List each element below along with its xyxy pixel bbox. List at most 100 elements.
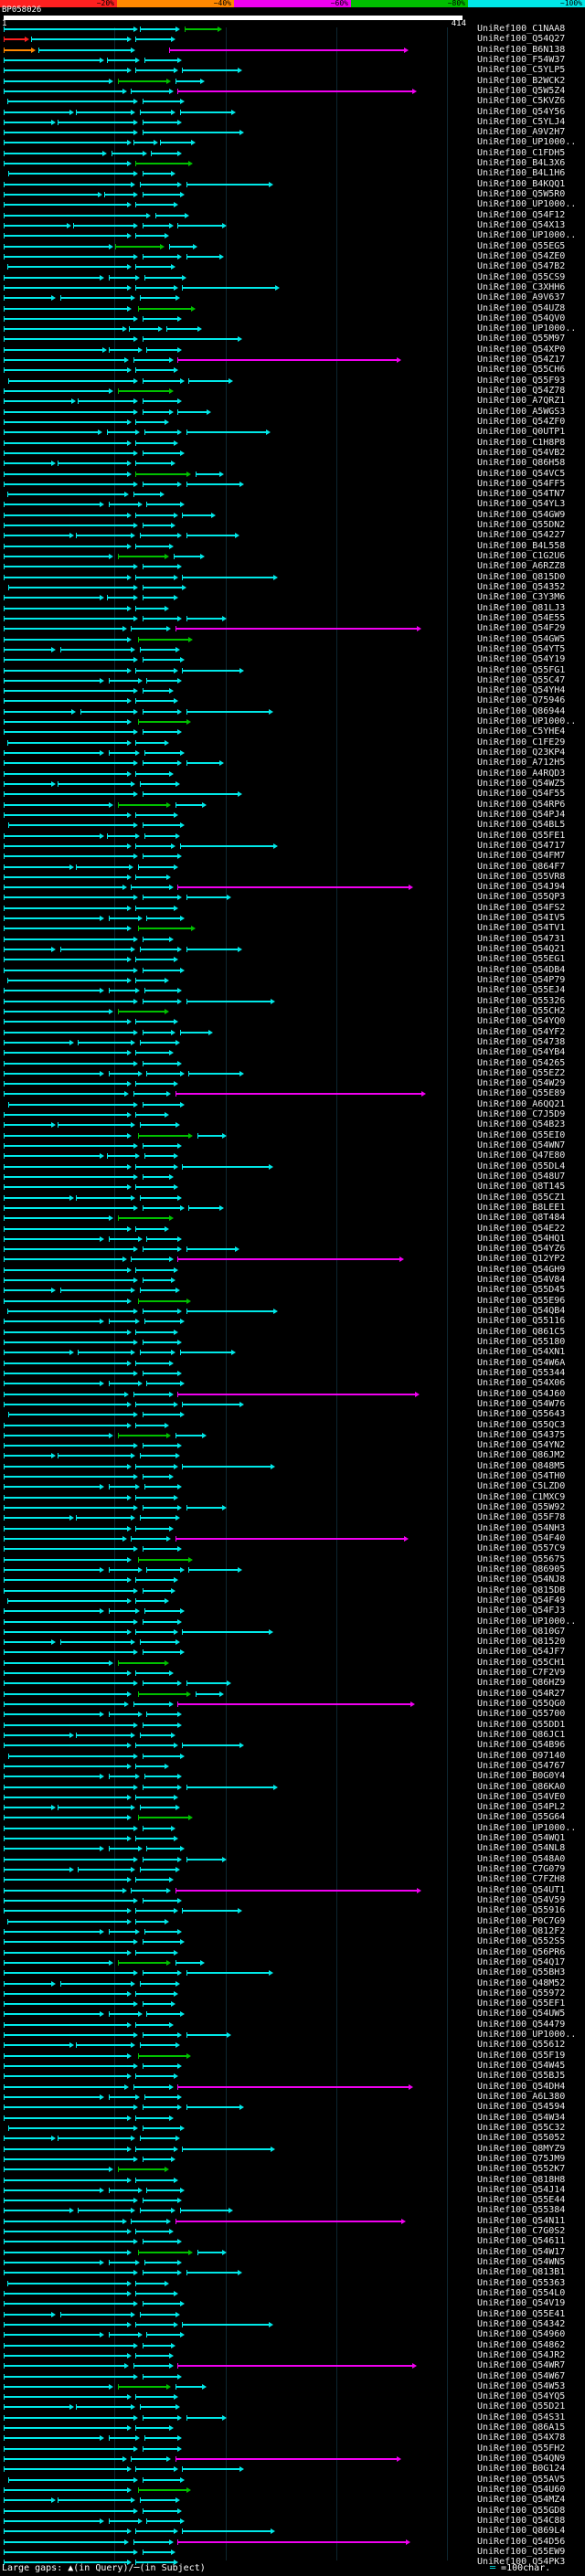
hsp-segment[interactable] (140, 2210, 172, 2211)
hsp-segment[interactable] (4, 628, 122, 630)
hsp-segment[interactable] (175, 628, 418, 630)
hsp-segment[interactable] (146, 2013, 180, 2015)
hsp-segment[interactable] (4, 431, 99, 433)
hsp-segment[interactable] (186, 618, 222, 620)
hsp-segment[interactable] (137, 2252, 189, 2253)
hsp-segment[interactable] (140, 28, 176, 30)
hsp-segment[interactable] (4, 1186, 127, 1188)
hsp-segment[interactable] (135, 1993, 174, 1995)
hsp-segment[interactable] (4, 2437, 101, 2439)
hsp-segment[interactable] (4, 2252, 127, 2253)
hsp-segment[interactable] (4, 1672, 127, 1674)
subject-id-label[interactable]: UniRef100_Q54XP0 (477, 345, 566, 355)
subject-id-label[interactable]: UniRef100_Q54W34 (477, 2113, 566, 2123)
hsp-segment[interactable] (144, 1776, 178, 1777)
hsp-segment[interactable] (109, 1320, 136, 1322)
hsp-segment[interactable] (4, 752, 101, 754)
hsp-segment[interactable] (78, 1869, 132, 1871)
hsp-segment[interactable] (140, 535, 178, 536)
hsp-segment[interactable] (4, 2355, 127, 2357)
hsp-segment[interactable] (140, 783, 176, 785)
hsp-segment[interactable] (135, 2148, 174, 2150)
hsp-segment[interactable] (142, 1507, 178, 1509)
hsp-segment[interactable] (4, 1610, 101, 1612)
subject-id-label[interactable]: UniRef100_Q55643 (477, 1409, 566, 1419)
hsp-segment[interactable] (4, 2386, 110, 2388)
hsp-segment[interactable] (186, 1682, 227, 1684)
subject-id-label[interactable]: UniRef100_Q55BJ5 (477, 2071, 566, 2081)
subject-id-label[interactable]: UniRef100_Q55E44 (477, 2195, 566, 2205)
hsp-segment[interactable] (4, 814, 127, 816)
subject-id-label[interactable]: UniRef100_Q55CH6 (477, 365, 566, 375)
subject-id-label[interactable]: UniRef100_Q54F29 (477, 623, 566, 633)
hsp-segment[interactable] (4, 928, 127, 929)
hsp-segment[interactable] (131, 1538, 167, 1540)
hsp-segment[interactable] (177, 2086, 409, 2088)
subject-id-label[interactable]: UniRef100_Q55AV5 (477, 2475, 566, 2485)
hsp-segment[interactable] (135, 2355, 169, 2357)
subject-id-label[interactable]: UniRef100_Q55EW9 (477, 2547, 566, 2557)
hsp-segment[interactable] (135, 421, 165, 423)
hsp-segment[interactable] (177, 2365, 413, 2367)
hsp-segment[interactable] (59, 949, 132, 950)
hsp-segment[interactable] (146, 2520, 180, 2522)
hsp-segment[interactable] (177, 90, 413, 92)
hsp-segment[interactable] (175, 1962, 200, 1964)
subject-id-label[interactable]: UniRef100_B6N138 (477, 45, 566, 55)
hsp-segment[interactable] (7, 2127, 133, 2129)
hsp-segment[interactable] (4, 246, 110, 248)
hsp-segment[interactable] (6, 493, 125, 495)
hsp-segment[interactable] (135, 577, 174, 578)
hsp-segment[interactable] (4, 483, 133, 485)
subject-id-label[interactable]: UniRef100_C1MXC9 (477, 1492, 566, 1502)
subject-id-label[interactable]: UniRef100_Q54J94 (477, 882, 566, 892)
hsp-segment[interactable] (135, 1362, 169, 1364)
subject-id-label[interactable]: UniRef100_Q815D0 (477, 572, 566, 582)
hsp-segment[interactable] (4, 1590, 133, 1592)
hsp-segment[interactable] (4, 1682, 133, 1684)
hsp-segment[interactable] (142, 1145, 178, 1147)
hsp-segment[interactable] (4, 1383, 101, 1384)
subject-id-label[interactable]: UniRef100_Q54731 (477, 934, 566, 944)
hsp-segment[interactable] (4, 525, 133, 526)
hsp-segment[interactable] (186, 1507, 222, 1509)
hsp-segment[interactable] (4, 2044, 69, 2046)
hsp-segment[interactable] (4, 917, 101, 919)
hsp-segment[interactable] (4, 639, 127, 641)
hsp-segment[interactable] (186, 1972, 269, 1974)
hsp-segment[interactable] (142, 1104, 180, 1106)
subject-id-label[interactable]: UniRef100_Q54VE0 (477, 1792, 566, 1802)
hsp-segment[interactable] (133, 1703, 169, 1705)
subject-id-label[interactable]: UniRef100_Q54JR2 (477, 2350, 566, 2360)
hsp-segment[interactable] (4, 390, 110, 392)
hsp-segment[interactable] (117, 2168, 165, 2170)
hsp-segment[interactable] (142, 711, 178, 713)
subject-id-label[interactable]: UniRef100_Q55FH2 (477, 2443, 566, 2454)
hsp-segment[interactable] (4, 1289, 52, 1291)
hsp-segment[interactable] (4, 2106, 133, 2108)
subject-id-label[interactable]: UniRef100_Q54BL5 (477, 820, 566, 830)
hsp-segment[interactable] (4, 896, 133, 898)
hsp-segment[interactable] (59, 1641, 132, 1643)
subject-id-label[interactable]: UniRef100_Q54YH4 (477, 685, 566, 695)
subject-id-label[interactable]: UniRef100_Q54PK3 (477, 2557, 566, 2567)
subject-id-label[interactable]: UniRef100_Q55EZ2 (477, 1068, 566, 1078)
hsp-segment[interactable] (146, 1569, 180, 1571)
hsp-segment[interactable] (186, 1310, 273, 1312)
hsp-segment[interactable] (144, 1155, 174, 1157)
subject-id-label[interactable]: UniRef100_Q81LJ3 (477, 603, 566, 613)
hsp-segment[interactable] (4, 297, 52, 299)
hsp-segment[interactable] (4, 59, 101, 61)
subject-id-label[interactable]: UniRef100_B8LEE1 (477, 1203, 566, 1213)
subject-id-label[interactable]: UniRef100_Q861C5 (477, 1327, 566, 1337)
hsp-segment[interactable] (142, 597, 174, 599)
hsp-segment[interactable] (140, 1641, 176, 1643)
subject-id-label[interactable]: UniRef100_Q8T484 (477, 1213, 566, 1223)
hsp-segment[interactable] (109, 2096, 136, 2098)
subject-id-label[interactable]: UniRef100_Q55180 (477, 1337, 566, 1347)
subject-id-label[interactable]: UniRef100_Q56PR6 (477, 1947, 566, 1957)
subject-id-label[interactable]: UniRef100_Q55G64 (477, 1812, 566, 1822)
hsp-segment[interactable] (4, 308, 127, 310)
subject-id-label[interactable]: UniRef100_Q54QN9 (477, 2454, 566, 2464)
hsp-segment[interactable] (142, 101, 180, 102)
